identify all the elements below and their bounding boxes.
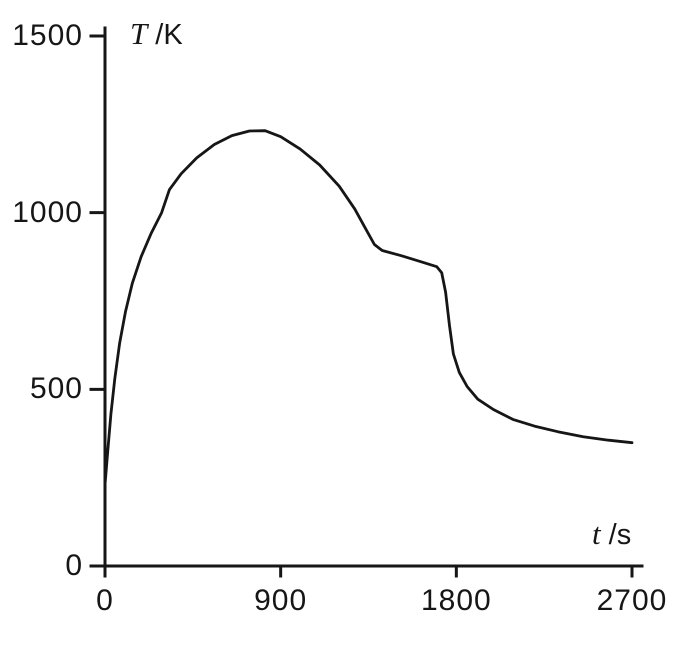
axes xyxy=(103,26,644,568)
tick-marks xyxy=(89,34,634,578)
temperature-curve xyxy=(103,129,634,487)
